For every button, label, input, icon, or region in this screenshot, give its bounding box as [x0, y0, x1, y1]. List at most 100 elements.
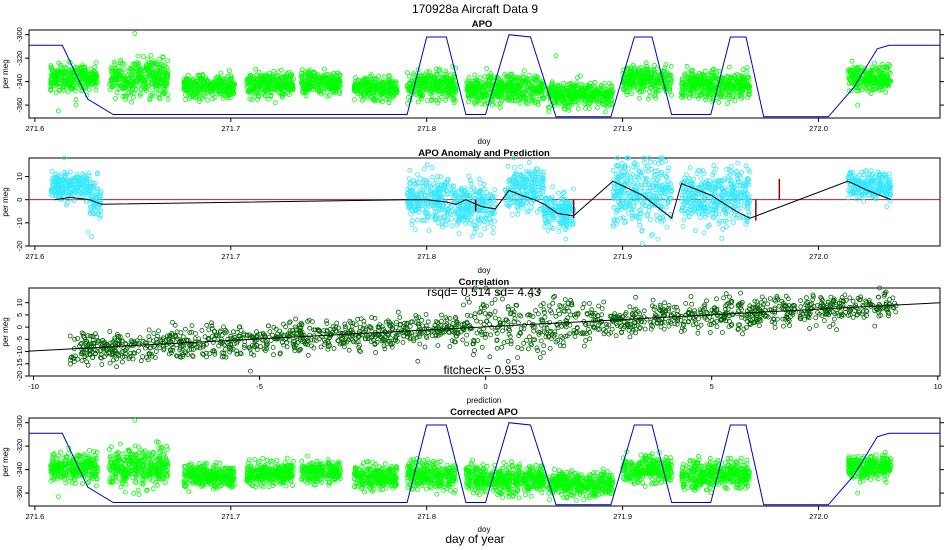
data-point: [165, 97, 171, 102]
data-point: [162, 70, 168, 76]
data-point: [86, 87, 92, 93]
data-point: [148, 76, 154, 81]
data-point: [149, 81, 155, 86]
data-point: [716, 68, 722, 74]
data-point: [109, 76, 115, 82]
data-point: [83, 67, 88, 73]
data-point: [144, 88, 149, 94]
data-point: [48, 63, 54, 69]
outlier-point: [132, 31, 138, 36]
data-point: [125, 73, 131, 78]
data-point: [50, 72, 56, 78]
x-tick-label: 271.7: [221, 124, 240, 133]
data-point: [456, 231, 462, 237]
data-point: [563, 236, 569, 242]
data-point: [443, 222, 449, 228]
data-point: [560, 190, 566, 196]
data-point: [78, 72, 84, 77]
data-point: [642, 160, 647, 165]
data-point: [426, 228, 432, 234]
data-point: [376, 73, 382, 79]
data-point: [443, 97, 448, 103]
panel-apo-marks: [29, 31, 940, 118]
data-point: [424, 162, 430, 168]
data-point: [155, 87, 161, 92]
data-point: [352, 97, 357, 102]
data-point: [477, 180, 483, 186]
outlier-point: [855, 102, 861, 108]
data-point: [571, 186, 576, 192]
data-point: [668, 63, 674, 69]
data-point: [129, 90, 135, 95]
y-tick-label: -360: [15, 98, 24, 113]
outlier-point: [645, 96, 651, 102]
data-point: [73, 64, 78, 70]
data-point: [113, 68, 119, 74]
data-point: [744, 69, 750, 75]
data-point: [158, 70, 164, 75]
data-point: [162, 63, 168, 69]
data-point: [637, 95, 642, 101]
data-point: [138, 70, 144, 76]
data-point: [160, 78, 166, 83]
data-point: [449, 223, 455, 229]
data-point: [108, 65, 114, 71]
data-point: [228, 73, 234, 79]
data-point: [160, 54, 166, 60]
data-point: [324, 93, 330, 99]
outlier-point: [553, 53, 559, 59]
data-point: [148, 93, 154, 98]
panel-anomaly-marks: [29, 155, 940, 247]
data-point: [94, 72, 100, 78]
data-point: [113, 96, 118, 101]
data-point: [165, 58, 170, 64]
data-point: [157, 67, 163, 72]
data-point: [726, 64, 732, 70]
data-point: [143, 74, 148, 80]
data-point: [84, 75, 89, 81]
data-point: [61, 69, 66, 75]
data-point: [196, 99, 202, 104]
data-point: [321, 66, 327, 72]
data-point: [431, 181, 437, 187]
data-point: [128, 66, 134, 72]
data-point: [165, 74, 171, 79]
data-point: [415, 99, 421, 105]
data-point: [148, 53, 154, 58]
data-point: [130, 65, 136, 71]
data-point: [541, 224, 547, 230]
x-tick-label: 271.6: [25, 124, 44, 133]
data-point: [78, 65, 84, 71]
data-point: [138, 87, 144, 92]
data-point: [61, 86, 66, 91]
panel-apo-frame: [28, 29, 941, 119]
data-point: [466, 173, 472, 179]
data-point: [472, 230, 478, 235]
data-point: [109, 81, 114, 87]
data-point: [147, 97, 153, 103]
x-tick-label: 271.8: [417, 124, 436, 133]
data-point: [220, 82, 226, 88]
data-point: [56, 76, 62, 82]
data-point: [122, 82, 127, 87]
data-point: [88, 66, 94, 72]
data-point: [489, 102, 495, 108]
panel-apo-xlabel: doy: [478, 137, 491, 146]
data-point: [226, 68, 232, 74]
data-point: [72, 79, 77, 85]
data-point: [126, 83, 132, 89]
data-point: [140, 54, 146, 59]
data-point: [515, 211, 521, 217]
data-point: [421, 166, 427, 172]
data-point: [48, 81, 54, 87]
data-point: [445, 217, 451, 223]
y-tick-label: -320: [15, 51, 24, 66]
data-point: [205, 97, 211, 103]
data-point: [118, 84, 124, 90]
data-point: [218, 70, 224, 76]
data-point: [684, 63, 690, 69]
data-point: [555, 190, 561, 196]
data-point: [469, 234, 475, 239]
data-point: [208, 88, 213, 94]
data-point: [61, 83, 67, 89]
